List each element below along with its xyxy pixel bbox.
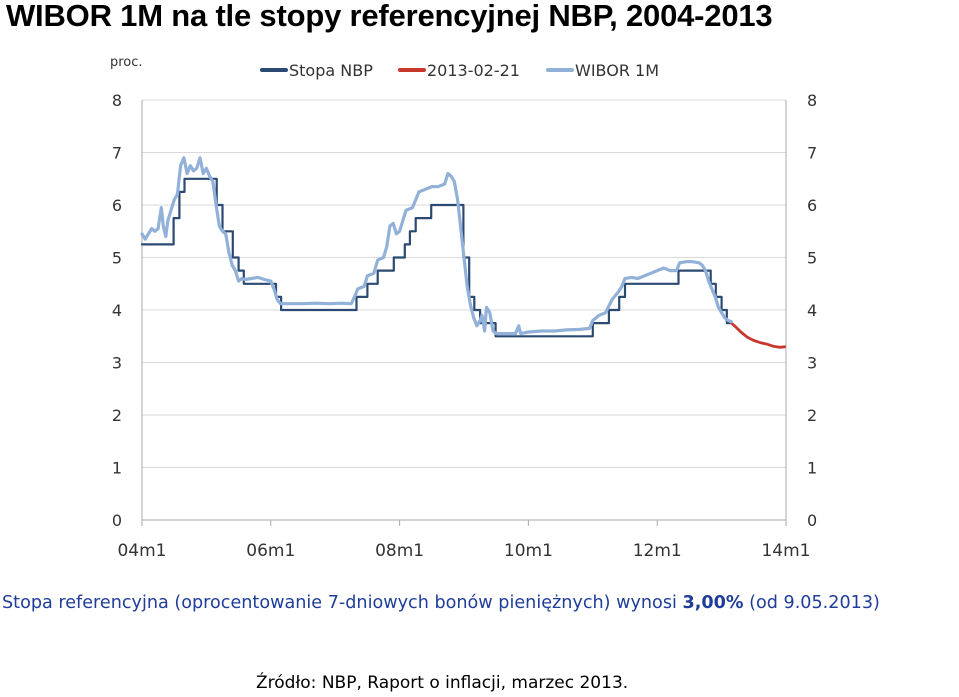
series-line-forecast	[729, 321, 787, 349]
series-line-wibor	[140, 156, 733, 336]
y-tick-right-2: 2	[807, 406, 817, 425]
y-tick-right-6: 6	[807, 196, 817, 215]
y-tick-right-8: 8	[807, 91, 817, 110]
note-prefix: Stopa referencyjna (oprocentowanie 7-dni…	[2, 593, 683, 613]
line-chart: 0 0 1 1 2 2 3 3 4 4 5 5 6 6 7 7 8 8 04m1 06m1 08m1 10m1 12m1 14…	[110, 55, 817, 561]
y-tick-right-3: 3	[807, 354, 817, 373]
y-tick-left-8: 8	[112, 91, 122, 110]
note-rate-value: 3,00%	[682, 593, 744, 613]
y-tick-left-6: 6	[112, 196, 122, 215]
axis-layer: 0 0 1 1 2 2 3 3 4 4 5 5 6 6 7 7 8 8 04m1 06m1 08m1 10m1 12m1 14…	[112, 91, 817, 561]
grid-layer	[142, 99, 786, 468]
legend-label-stopa: Stopa NBP	[289, 61, 373, 80]
y-tick-right-1: 1	[807, 459, 817, 478]
y-tick-left-3: 3	[112, 354, 122, 373]
x-tick-10m1: 10m1	[504, 541, 553, 561]
note-suffix: (od 9.05.2013)	[743, 593, 880, 613]
y-tick-right-5: 5	[807, 249, 817, 268]
y-tick-right-7: 7	[807, 144, 817, 163]
y-tick-left-4: 4	[112, 301, 122, 320]
y-axis-unit-label: proc.	[110, 55, 143, 70]
y-tick-left-5: 5	[112, 249, 122, 268]
x-tick-14m1: 14m1	[761, 541, 810, 561]
legend: Stopa NBP 2013-02-21 WIBOR 1M	[260, 61, 659, 80]
page-title: WIBOR 1M na tle stopy referencyjnej NBP,…	[6, 0, 773, 33]
x-tick-12m1: 12m1	[633, 541, 682, 561]
x-tick-06m1: 06m1	[246, 541, 295, 561]
x-tick-08m1: 08m1	[375, 541, 424, 561]
reference-rate-note: Stopa referencyjna (oprocentowanie 7-dni…	[2, 593, 880, 613]
y-tick-left-2: 2	[112, 406, 122, 425]
y-tick-left-1: 1	[112, 459, 122, 478]
legend-label-forecast: 2013-02-21	[427, 61, 520, 80]
y-tick-left-7: 7	[112, 144, 122, 163]
legend-label-wibor: WIBOR 1M	[575, 61, 659, 80]
y-tick-right-0: 0	[807, 511, 817, 530]
y-tick-left-0: 0	[112, 511, 122, 530]
series-layer	[140, 156, 787, 349]
source-citation: Źródło: NBP, Raport o inflacji, marzec 2…	[256, 673, 629, 693]
series-line-stopa	[140, 177, 733, 338]
y-tick-right-4: 4	[807, 301, 817, 320]
x-tick-04m1: 04m1	[117, 541, 166, 561]
